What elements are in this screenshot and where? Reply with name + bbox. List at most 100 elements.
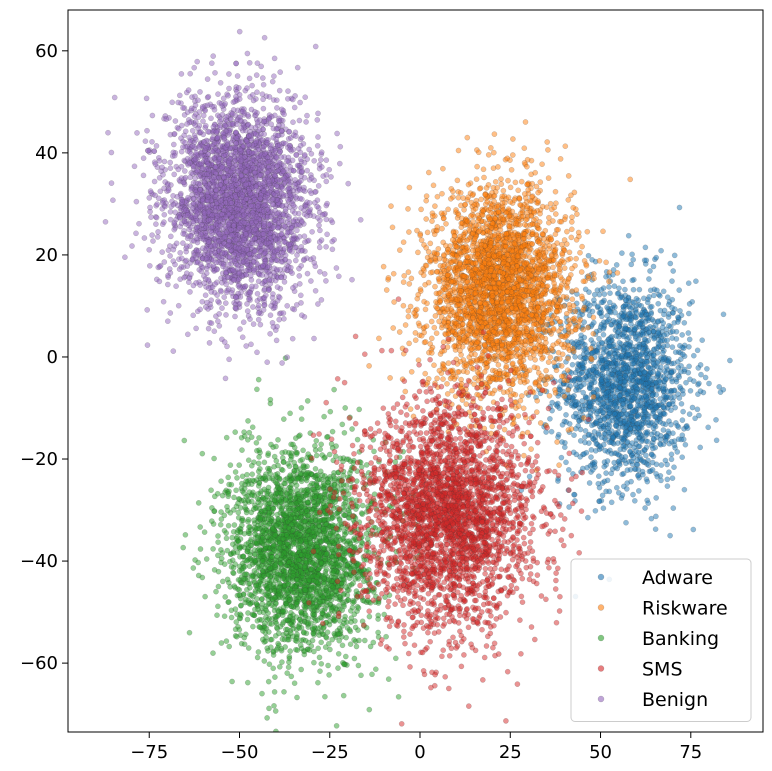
data-point [580, 389, 587, 396]
data-point [585, 324, 591, 331]
data-point [499, 355, 506, 362]
data-point [636, 488, 642, 494]
data-point [623, 391, 630, 398]
data-point [655, 370, 661, 377]
data-point [628, 261, 635, 268]
data-point [474, 163, 480, 170]
data-point [571, 432, 577, 439]
data-point [441, 318, 447, 325]
data-point [524, 181, 531, 188]
data-point [645, 500, 652, 506]
data-point [475, 217, 482, 224]
data-point [556, 405, 563, 411]
data-point [563, 459, 569, 466]
data-point [622, 286, 628, 293]
data-point [563, 419, 570, 425]
data-point [400, 239, 407, 245]
data-point [559, 373, 565, 380]
data-point [661, 411, 668, 417]
data-point [601, 416, 608, 423]
data-point [666, 401, 673, 407]
data-point [717, 389, 724, 396]
data-point [523, 371, 529, 378]
data-point [608, 499, 615, 506]
data-point [668, 421, 674, 428]
data-point [680, 408, 686, 415]
data-point [650, 352, 657, 359]
data-point [635, 413, 641, 420]
data-point [570, 204, 577, 211]
data-point [613, 324, 620, 331]
data-point [491, 345, 498, 351]
data-point [572, 326, 579, 333]
data-point [658, 462, 665, 468]
data-point [579, 243, 585, 250]
data-point [660, 350, 666, 356]
data-point [559, 351, 566, 358]
data-point [694, 347, 701, 354]
data-point [636, 419, 643, 426]
data-point [521, 242, 528, 248]
data-point [505, 194, 512, 201]
data-point [668, 451, 675, 458]
data-point [400, 302, 407, 309]
data-point [405, 269, 412, 275]
data-point [457, 287, 464, 294]
data-point [534, 248, 540, 254]
data-point [435, 245, 442, 252]
data-point [614, 270, 621, 276]
data-point [659, 337, 666, 344]
data-point [647, 377, 654, 384]
data-point [580, 326, 587, 333]
data-point [548, 236, 555, 242]
data-point [680, 436, 687, 443]
data-point [489, 293, 496, 299]
data-point [696, 380, 702, 387]
data-point [445, 206, 451, 213]
data-point [620, 333, 627, 340]
data-point [670, 505, 677, 511]
data-point [547, 354, 554, 361]
data-point [566, 466, 572, 473]
data-point [620, 278, 626, 285]
data-point [667, 260, 674, 267]
data-point [526, 473, 533, 480]
data-point [524, 163, 530, 170]
data-point [629, 277, 636, 284]
data-point [528, 312, 535, 318]
data-point [485, 181, 492, 188]
data-point [621, 346, 628, 353]
data-point [682, 441, 689, 448]
data-point [641, 295, 647, 302]
data-point [550, 325, 557, 332]
data-point [565, 342, 572, 349]
data-point [454, 177, 461, 184]
data-point [569, 288, 576, 294]
data-point [422, 370, 429, 377]
data-point [502, 347, 508, 354]
data-point [407, 406, 414, 412]
data-point [447, 259, 454, 266]
data-point [476, 185, 483, 192]
data-point [493, 357, 499, 364]
data-point [590, 394, 597, 400]
data-point [486, 260, 492, 267]
data-point [668, 456, 675, 463]
data-point [497, 269, 504, 275]
data-point [713, 416, 719, 423]
data-point [600, 505, 607, 512]
data-point [474, 328, 480, 335]
data-point [504, 251, 511, 258]
data-point [485, 151, 492, 158]
data-point [673, 336, 680, 342]
data-point [584, 395, 591, 401]
data-point [635, 402, 641, 409]
data-point [474, 251, 481, 257]
data-point [697, 362, 704, 368]
data-point [664, 337, 671, 344]
data-point [526, 346, 532, 353]
data-point [530, 321, 537, 328]
data-point [572, 398, 578, 405]
data-point [390, 270, 397, 277]
data-point [482, 289, 489, 296]
